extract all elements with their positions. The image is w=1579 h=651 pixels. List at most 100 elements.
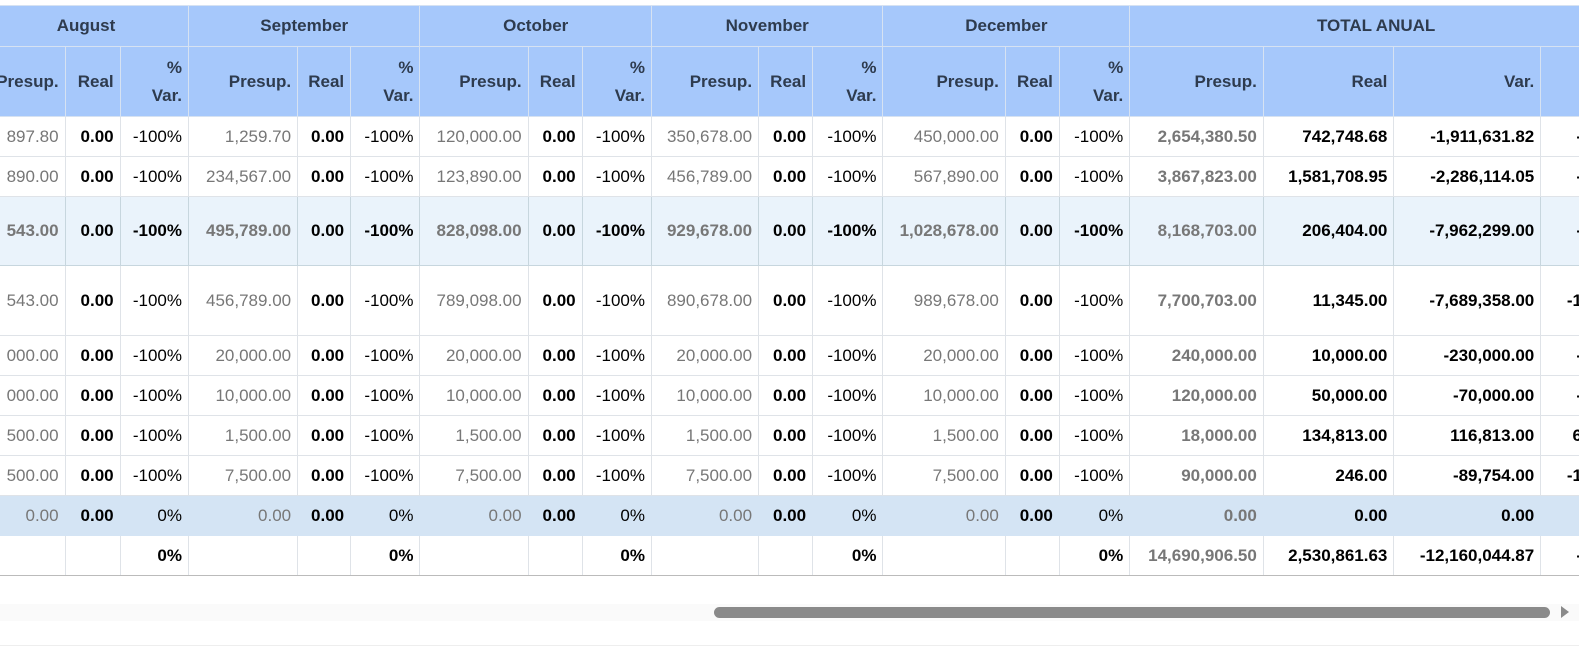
total-var-cell: -1,911,631.82 (1393, 116, 1542, 157)
real-cell: 0.00 (1004, 196, 1060, 266)
pct-var-cell: -100% (812, 156, 884, 197)
table-row: 0.00 0.00 0% 0.00 0.00 0% 0.00 0.00 0% 0.00 0.00 0%… (0, 495, 1579, 536)
presup-cell: 000.00 (0, 335, 66, 376)
presup-cell: 897.80 (0, 116, 66, 157)
var-label: Var. (151, 85, 182, 105)
total-real-cell: 2,530,861.63 (1262, 535, 1395, 576)
pct-var-cell: -100% (1058, 196, 1131, 266)
pct-var-cell: 0% (812, 535, 884, 576)
var-label: Var. (846, 85, 877, 105)
real-cell: 0.00 (527, 156, 583, 197)
pct-var-cell: -100% (350, 265, 421, 336)
pct-var-cell: -100% (1058, 375, 1131, 416)
pct-var-cell: -100% (350, 455, 421, 496)
presup-cell: 000.00 (0, 375, 66, 416)
total-pct-var-cell: -59% (1540, 156, 1579, 197)
real-cell: 0.00 (297, 156, 352, 197)
presup-cell: 123,890.00 (419, 156, 529, 197)
presup-cell (650, 535, 760, 576)
real-cell: 0.00 (1004, 415, 1060, 456)
pct-var-cell: -100% (119, 265, 189, 336)
presup-cell: 0.00 (187, 495, 299, 536)
pct-var-cell: -100% (581, 265, 652, 336)
presup-cell: 1,500.00 (650, 415, 760, 456)
real-header: Real (1004, 46, 1060, 117)
scroll-right-arrow-icon[interactable] (1561, 606, 1569, 618)
table-row: 890.00 0.00 -100% 234,567.00 0.00 -100% 123,89… (0, 156, 1579, 197)
month-header: December (882, 5, 1131, 47)
presup-cell: 0.00 (0, 495, 66, 536)
presup-cell: 10,000.00 (650, 375, 760, 416)
real-header: Real (1262, 46, 1395, 117)
pct-var-cell: -100% (812, 415, 884, 456)
pct-var-cell: -100% (1058, 265, 1131, 336)
total-var-cell: -7,689,358.00 (1393, 265, 1542, 336)
real-cell: 0.00 (297, 196, 352, 266)
divider (0, 645, 1579, 646)
real-cell (758, 535, 814, 576)
presup-cell: 495,789.00 (187, 196, 299, 266)
presup-cell: 929,678.00 (650, 196, 760, 266)
presup-header: Presup. (1129, 46, 1264, 117)
pct-var-cell: -100% (1058, 455, 1131, 496)
real-cell: 0.00 (527, 415, 583, 456)
pct-var-cell: -100% (812, 375, 884, 416)
total-var-cell: 116,813.00 (1393, 415, 1542, 456)
total-pct-var-cell: -58% (1540, 375, 1579, 416)
presup-cell: 7,500.00 (650, 455, 760, 496)
presup-cell: 989,678.00 (882, 265, 1006, 336)
real-cell: 0.00 (1004, 116, 1060, 157)
real-header: Real (64, 46, 121, 117)
total-var-cell: -70,000.00 (1393, 375, 1542, 416)
real-cell: 0.00 (527, 335, 583, 376)
pct-var-header: %Var. (1540, 46, 1579, 117)
total-pct-var-cell: 649% (1540, 415, 1579, 456)
real-cell: 0.00 (297, 265, 352, 336)
real-cell: 0.00 (297, 455, 352, 496)
presup-header: Presup. (882, 46, 1006, 117)
month-header: October (419, 5, 652, 47)
presup-cell: 0.00 (650, 495, 760, 536)
pct-var-cell: -100% (350, 156, 421, 197)
total-presup-cell: 8,168,703.00 (1129, 196, 1264, 266)
real-cell: 0.00 (758, 495, 814, 536)
presup-cell: 10,000.00 (187, 375, 299, 416)
var-label: Var. (614, 85, 645, 105)
scrollbar-thumb[interactable] (714, 607, 1550, 618)
pct-var-cell: -100% (350, 415, 421, 456)
real-cell: 0.00 (1004, 375, 1060, 416)
presup-cell: 0.00 (882, 495, 1006, 536)
presup-cell: 20,000.00 (882, 335, 1006, 376)
pct-var-cell: 0% (119, 495, 189, 536)
table-row: 897.80 0.00 -100% 1,259.70 0.00 -100% 120,000.… (0, 116, 1579, 157)
presup-cell: 20,000.00 (187, 335, 299, 376)
pct-var-cell: -100% (1058, 116, 1131, 157)
pct-symbol: % (629, 57, 645, 77)
total-pct-var-cell: -100% (1540, 455, 1579, 496)
total-real-cell: 1,581,708.95 (1262, 156, 1395, 197)
pct-var-header: %Var. (119, 46, 189, 117)
real-cell (64, 535, 121, 576)
real-cell: 0.00 (758, 116, 814, 157)
pct-var-cell: -100% (812, 455, 884, 496)
real-cell: 0.00 (297, 116, 352, 157)
total-pct-var-cell: -83% (1540, 535, 1579, 576)
pct-var-cell: -100% (581, 156, 652, 197)
pct-var-cell: -100% (119, 335, 189, 376)
total-var-cell: -2,286,114.05 (1393, 156, 1542, 197)
real-header: Real (758, 46, 814, 117)
pct-var-header: %Var. (1058, 46, 1131, 117)
pct-var-cell: -100% (350, 116, 421, 157)
pct-var-cell: -100% (581, 415, 652, 456)
presup-header: Presup. (187, 46, 299, 117)
real-cell: 0.00 (1004, 265, 1060, 336)
total-presup-cell: 90,000.00 (1129, 455, 1264, 496)
total-real-cell: 0.00 (1262, 495, 1395, 536)
pct-var-cell: -100% (812, 335, 884, 376)
month-header: November (650, 5, 884, 47)
pct-var-cell: -100% (1058, 156, 1131, 197)
presup-cell: 500.00 (0, 455, 66, 496)
presup-cell: 120,000.00 (419, 116, 529, 157)
real-cell: 0.00 (64, 156, 121, 197)
total-var-cell: -12,160,044.87 (1393, 535, 1542, 576)
